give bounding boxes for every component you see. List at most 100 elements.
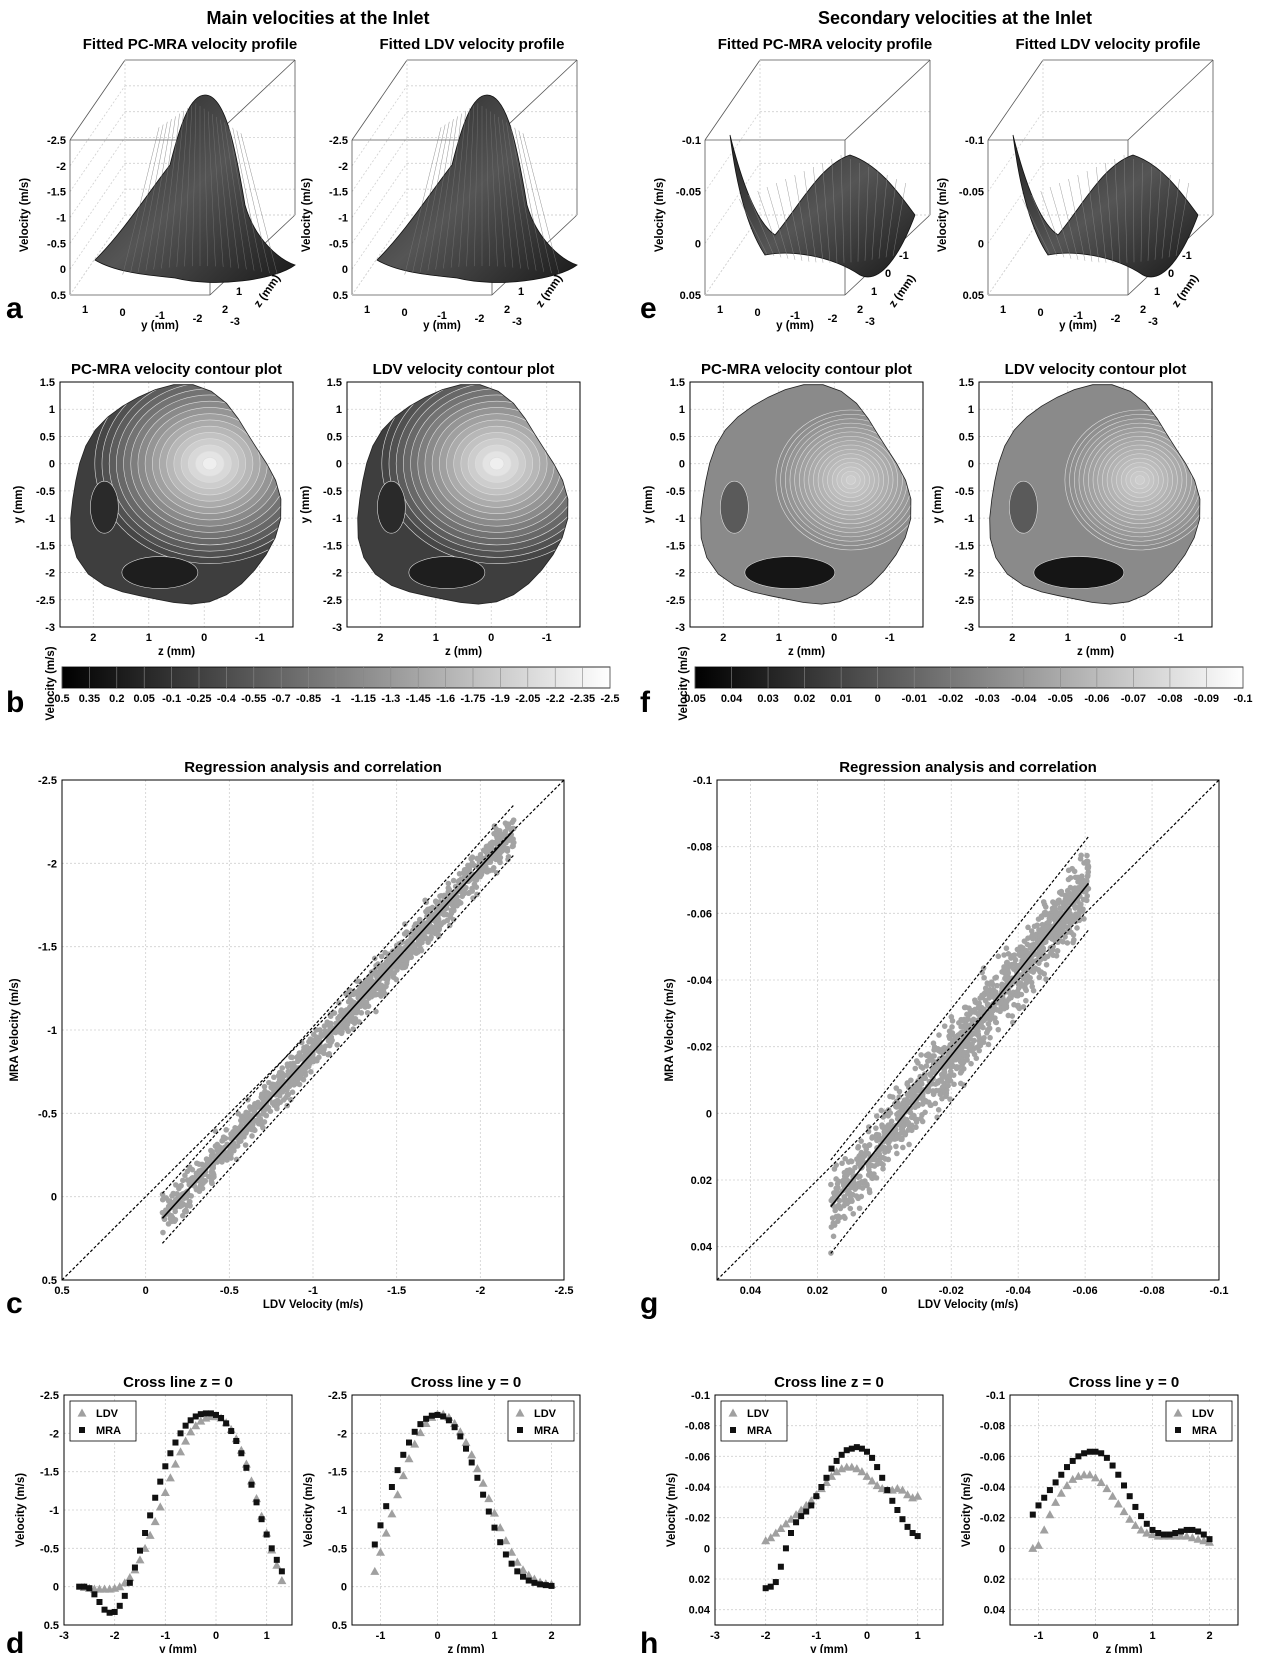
ldv-point — [421, 1418, 431, 1427]
data-point — [899, 1136, 905, 1143]
data-point — [876, 1150, 882, 1157]
plot-title: LDV velocity contour plot — [1005, 361, 1187, 378]
data-point — [879, 1122, 885, 1128]
data-point — [855, 1160, 862, 1167]
side-gridline — [987, 163, 1044, 244]
data-point — [456, 877, 463, 884]
x-tick-label: 0.04 — [740, 1285, 762, 1297]
ldv-point — [761, 1536, 771, 1545]
data-point — [1025, 966, 1031, 972]
mra-point — [213, 1411, 219, 1418]
x-tick-label: 2 — [90, 632, 96, 644]
mra-point — [491, 1524, 498, 1531]
data-point — [1023, 997, 1029, 1004]
y-tick-label: 1 — [518, 286, 524, 298]
data-point — [209, 1154, 216, 1160]
surface-mesh-line — [813, 166, 824, 263]
data-point — [830, 1233, 837, 1240]
ldv-point — [806, 1496, 816, 1505]
data-point — [411, 942, 418, 949]
mra-point — [914, 1533, 921, 1540]
data-point — [1043, 976, 1049, 983]
data-point — [1050, 943, 1056, 950]
y-tick-label: -1 — [45, 513, 55, 525]
surface-mesh-line — [435, 116, 458, 270]
x-tick-label: 0 — [754, 307, 760, 319]
ldv-point — [272, 1560, 282, 1569]
ldv-point — [1068, 1474, 1078, 1483]
z-tick-label: -1 — [338, 213, 348, 225]
mra-point — [1046, 1487, 1053, 1494]
data-point — [1069, 891, 1075, 897]
mra-point — [514, 1568, 521, 1575]
data-point — [1001, 964, 1007, 970]
side-gridline — [351, 163, 408, 244]
plot-title: PC-MRA velocity contour plot — [701, 361, 912, 378]
data-point — [272, 1086, 278, 1093]
surface-mesh-line — [161, 113, 180, 269]
data-point — [1084, 873, 1091, 880]
data-point — [433, 920, 440, 927]
ldv-point — [1113, 1499, 1123, 1508]
mra-point — [167, 1450, 174, 1457]
x-tick-label: -1 — [1174, 632, 1184, 644]
data-point — [265, 1104, 272, 1111]
mra-point — [762, 1585, 769, 1592]
x-axis-label: y (mm) — [141, 320, 179, 332]
data-point — [1020, 1004, 1027, 1010]
z-tick-label: -1.5 — [329, 187, 348, 199]
ldv-point — [832, 1467, 842, 1476]
ldv-point — [160, 1487, 170, 1496]
data-point — [927, 1102, 934, 1109]
mra-point — [818, 1484, 825, 1490]
ldv-point — [1193, 1534, 1203, 1543]
mra-point — [233, 1438, 240, 1444]
z-tick-label: -2.5 — [47, 135, 66, 147]
data-point — [469, 854, 476, 860]
mra-point — [273, 1556, 280, 1563]
contour-level — [1134, 475, 1145, 485]
data-point — [501, 846, 507, 852]
mra-point — [263, 1531, 270, 1538]
data-point — [425, 906, 431, 913]
surface-mesh-line — [466, 105, 475, 267]
data-point — [971, 1051, 978, 1058]
data-point — [940, 1050, 946, 1056]
box-edge — [69, 59, 126, 141]
ldv-point — [892, 1484, 902, 1493]
colorbar-tick-label: -0.85 — [296, 693, 321, 705]
panel-letter-c: c — [6, 1287, 23, 1320]
colorbar-tick-label: -0.02 — [938, 693, 963, 705]
vessel-boundary — [700, 384, 912, 605]
y-axis-label: MRA Velocity (m/s) — [664, 978, 676, 1081]
x-tick-label: 0 — [201, 632, 207, 644]
data-point — [263, 1092, 270, 1098]
x-tick-label: 1 — [717, 304, 723, 316]
mra-point — [485, 1508, 492, 1515]
surface-mesh-line — [857, 162, 860, 262]
colorbar-tick-label: -0.01 — [902, 693, 927, 705]
y-tick-label: -2 — [337, 1428, 347, 1440]
data-point — [334, 1042, 340, 1048]
surface-mesh-line — [766, 186, 789, 259]
y-tick-label: -0.5 — [40, 1543, 59, 1555]
data-point — [919, 1065, 926, 1071]
data-point — [1052, 901, 1059, 908]
x-axis-label: z (mm) — [158, 646, 195, 658]
data-point — [395, 948, 402, 955]
data-point — [1052, 938, 1059, 945]
data-point — [302, 1072, 309, 1078]
mra-point — [767, 1583, 774, 1590]
surface-mesh-line — [192, 103, 197, 267]
y-tick-label: 0.5 — [42, 1275, 57, 1287]
data-point — [959, 1017, 965, 1023]
data-point — [856, 1205, 863, 1212]
ldv-point — [145, 1530, 155, 1539]
contour-low-region — [408, 556, 486, 589]
data-point — [969, 1018, 975, 1024]
mra-point — [96, 1599, 103, 1605]
ldv-point — [518, 1565, 528, 1574]
legend-mra-label: MRA — [747, 1425, 772, 1437]
data-point — [382, 991, 389, 998]
mra-point — [864, 1448, 870, 1455]
